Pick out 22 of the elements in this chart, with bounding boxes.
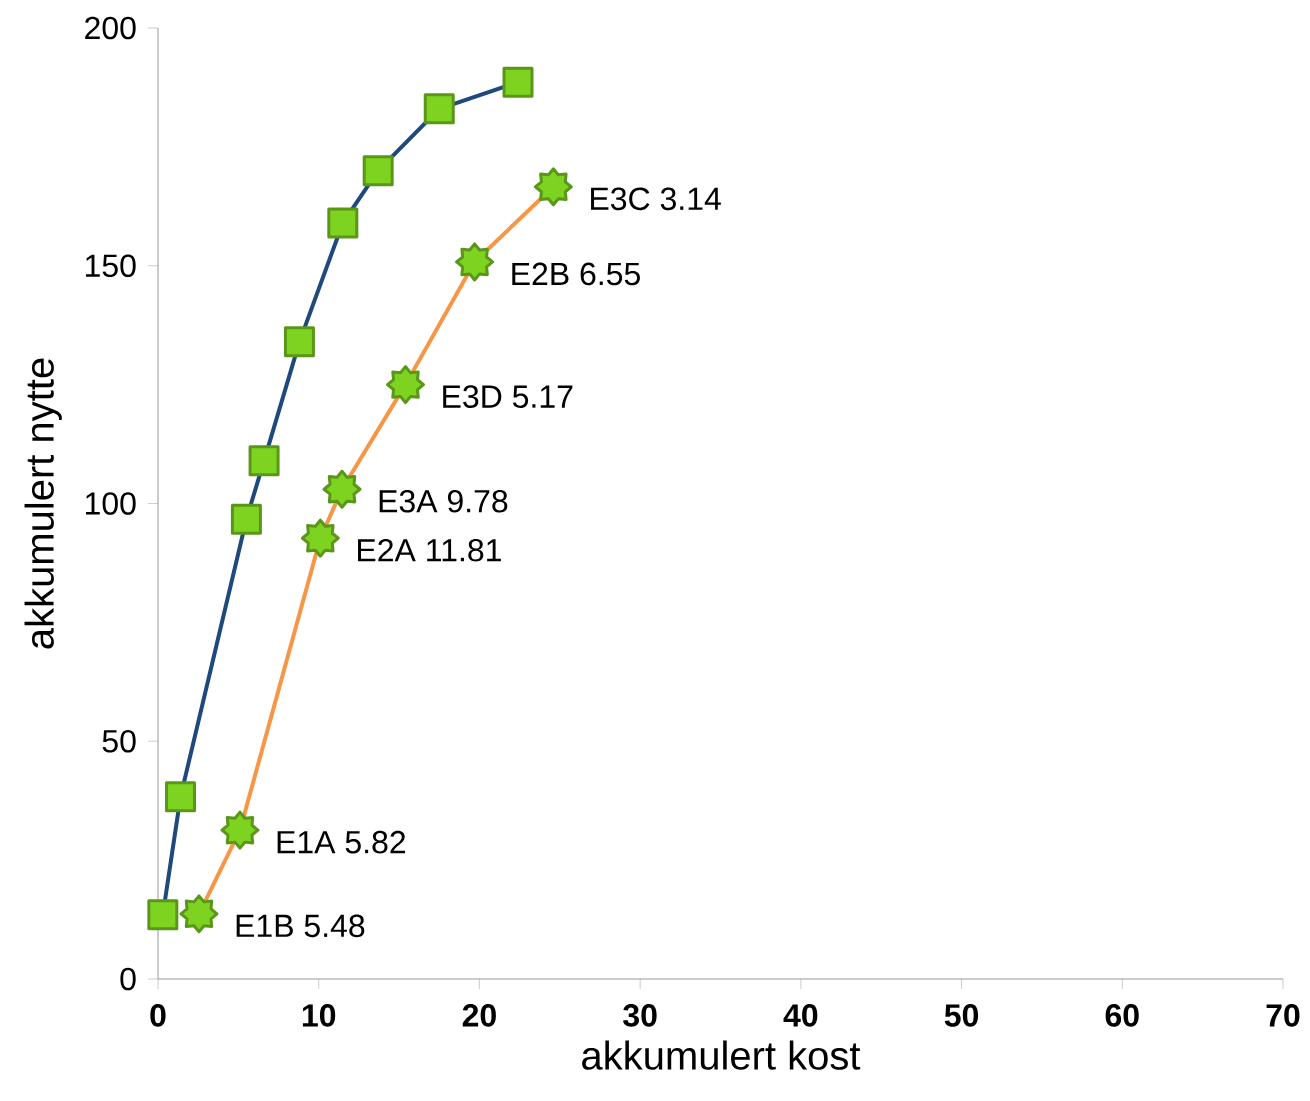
annotation: E1A 5.82 bbox=[277, 830, 406, 854]
x-tick-label: 30 bbox=[623, 1004, 657, 1027]
y-tick-label: 100 bbox=[86, 492, 136, 515]
y-axis-title: akkumulert nytte bbox=[24, 358, 62, 649]
x-tick-label: 10 bbox=[302, 1004, 336, 1027]
y-tick-label: 0 bbox=[120, 967, 136, 991]
x-tick-label: 50 bbox=[944, 1004, 979, 1027]
annotation: E2B 6.55 bbox=[512, 262, 640, 286]
y-tick-label: 200 bbox=[85, 16, 136, 40]
annotation: E3A 9.78 bbox=[379, 489, 508, 513]
x-tick-label: 20 bbox=[462, 1004, 496, 1027]
x-tick-label: 70 bbox=[1266, 1004, 1300, 1027]
x-tick-label: 40 bbox=[783, 1004, 818, 1027]
x-axis-title: akkumulert kost bbox=[582, 1040, 861, 1070]
x-tick-label: 60 bbox=[1105, 1004, 1139, 1027]
annotation: E3D 5.17 bbox=[443, 385, 573, 408]
annotation: E2A 11.81 bbox=[358, 538, 501, 562]
y-tick-label: 150 bbox=[86, 254, 136, 278]
annotation: E3C 3.14 bbox=[591, 187, 721, 211]
x-tick-label: 0 bbox=[150, 1004, 166, 1027]
annotation: E1B 5.48 bbox=[236, 914, 365, 938]
y-tick-label: 50 bbox=[102, 729, 136, 753]
